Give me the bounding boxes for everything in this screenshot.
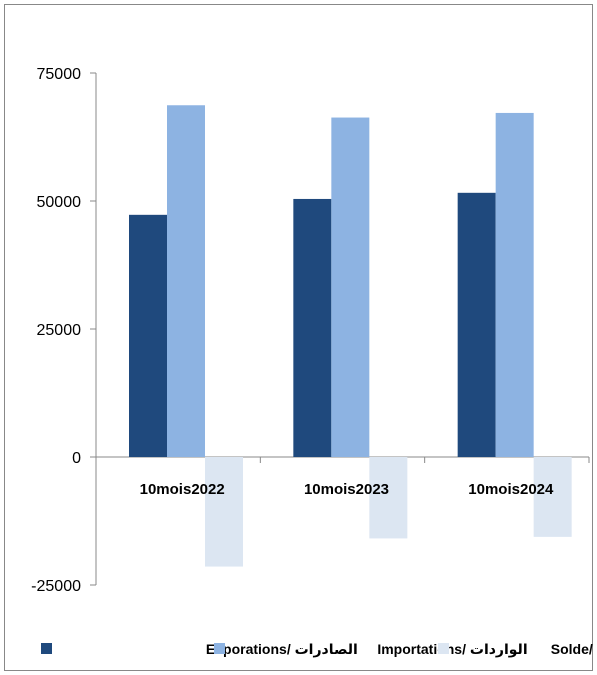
legend-swatch [214,643,225,654]
bar [129,214,167,457]
chart-frame: -25000 0 25000 50000 75000 10mois2022 10mois20… [4,4,594,671]
x-category-label: 10mois2023 [304,481,389,498]
y-tick-label: 0 [72,450,81,467]
y-tick-label: 75000 [37,66,82,83]
y-tick-label: 50000 [37,194,82,211]
legend: الصادرات /Exporations الواردات /Importati… [41,641,594,658]
bar-chart: -25000 0 25000 50000 75000 10mois2022 10mois20… [31,66,594,658]
legend-swatch [438,643,449,654]
bar [457,192,496,458]
bar [533,457,572,537]
legend-swatch [41,643,52,654]
x-category-label: 10mois2024 [468,481,554,498]
legend-label: الواردات /Importations [377,641,527,658]
y-tick-label: -25000 [31,578,81,595]
y-tick-label: 25000 [37,322,82,339]
bar [167,105,205,458]
x-category-label: 10mois2022 [140,481,225,498]
bar [293,198,332,457]
legend-label: الحصيلة /Solde [551,641,594,657]
legend-label: الصادرات /Exporations [206,641,358,657]
bar [495,112,534,457]
bar [331,117,370,457]
bar [369,457,408,539]
bars [129,105,572,567]
bar [205,457,243,567]
axis-labels: -25000 0 25000 50000 75000 10mois2022 10mois20… [31,66,554,595]
